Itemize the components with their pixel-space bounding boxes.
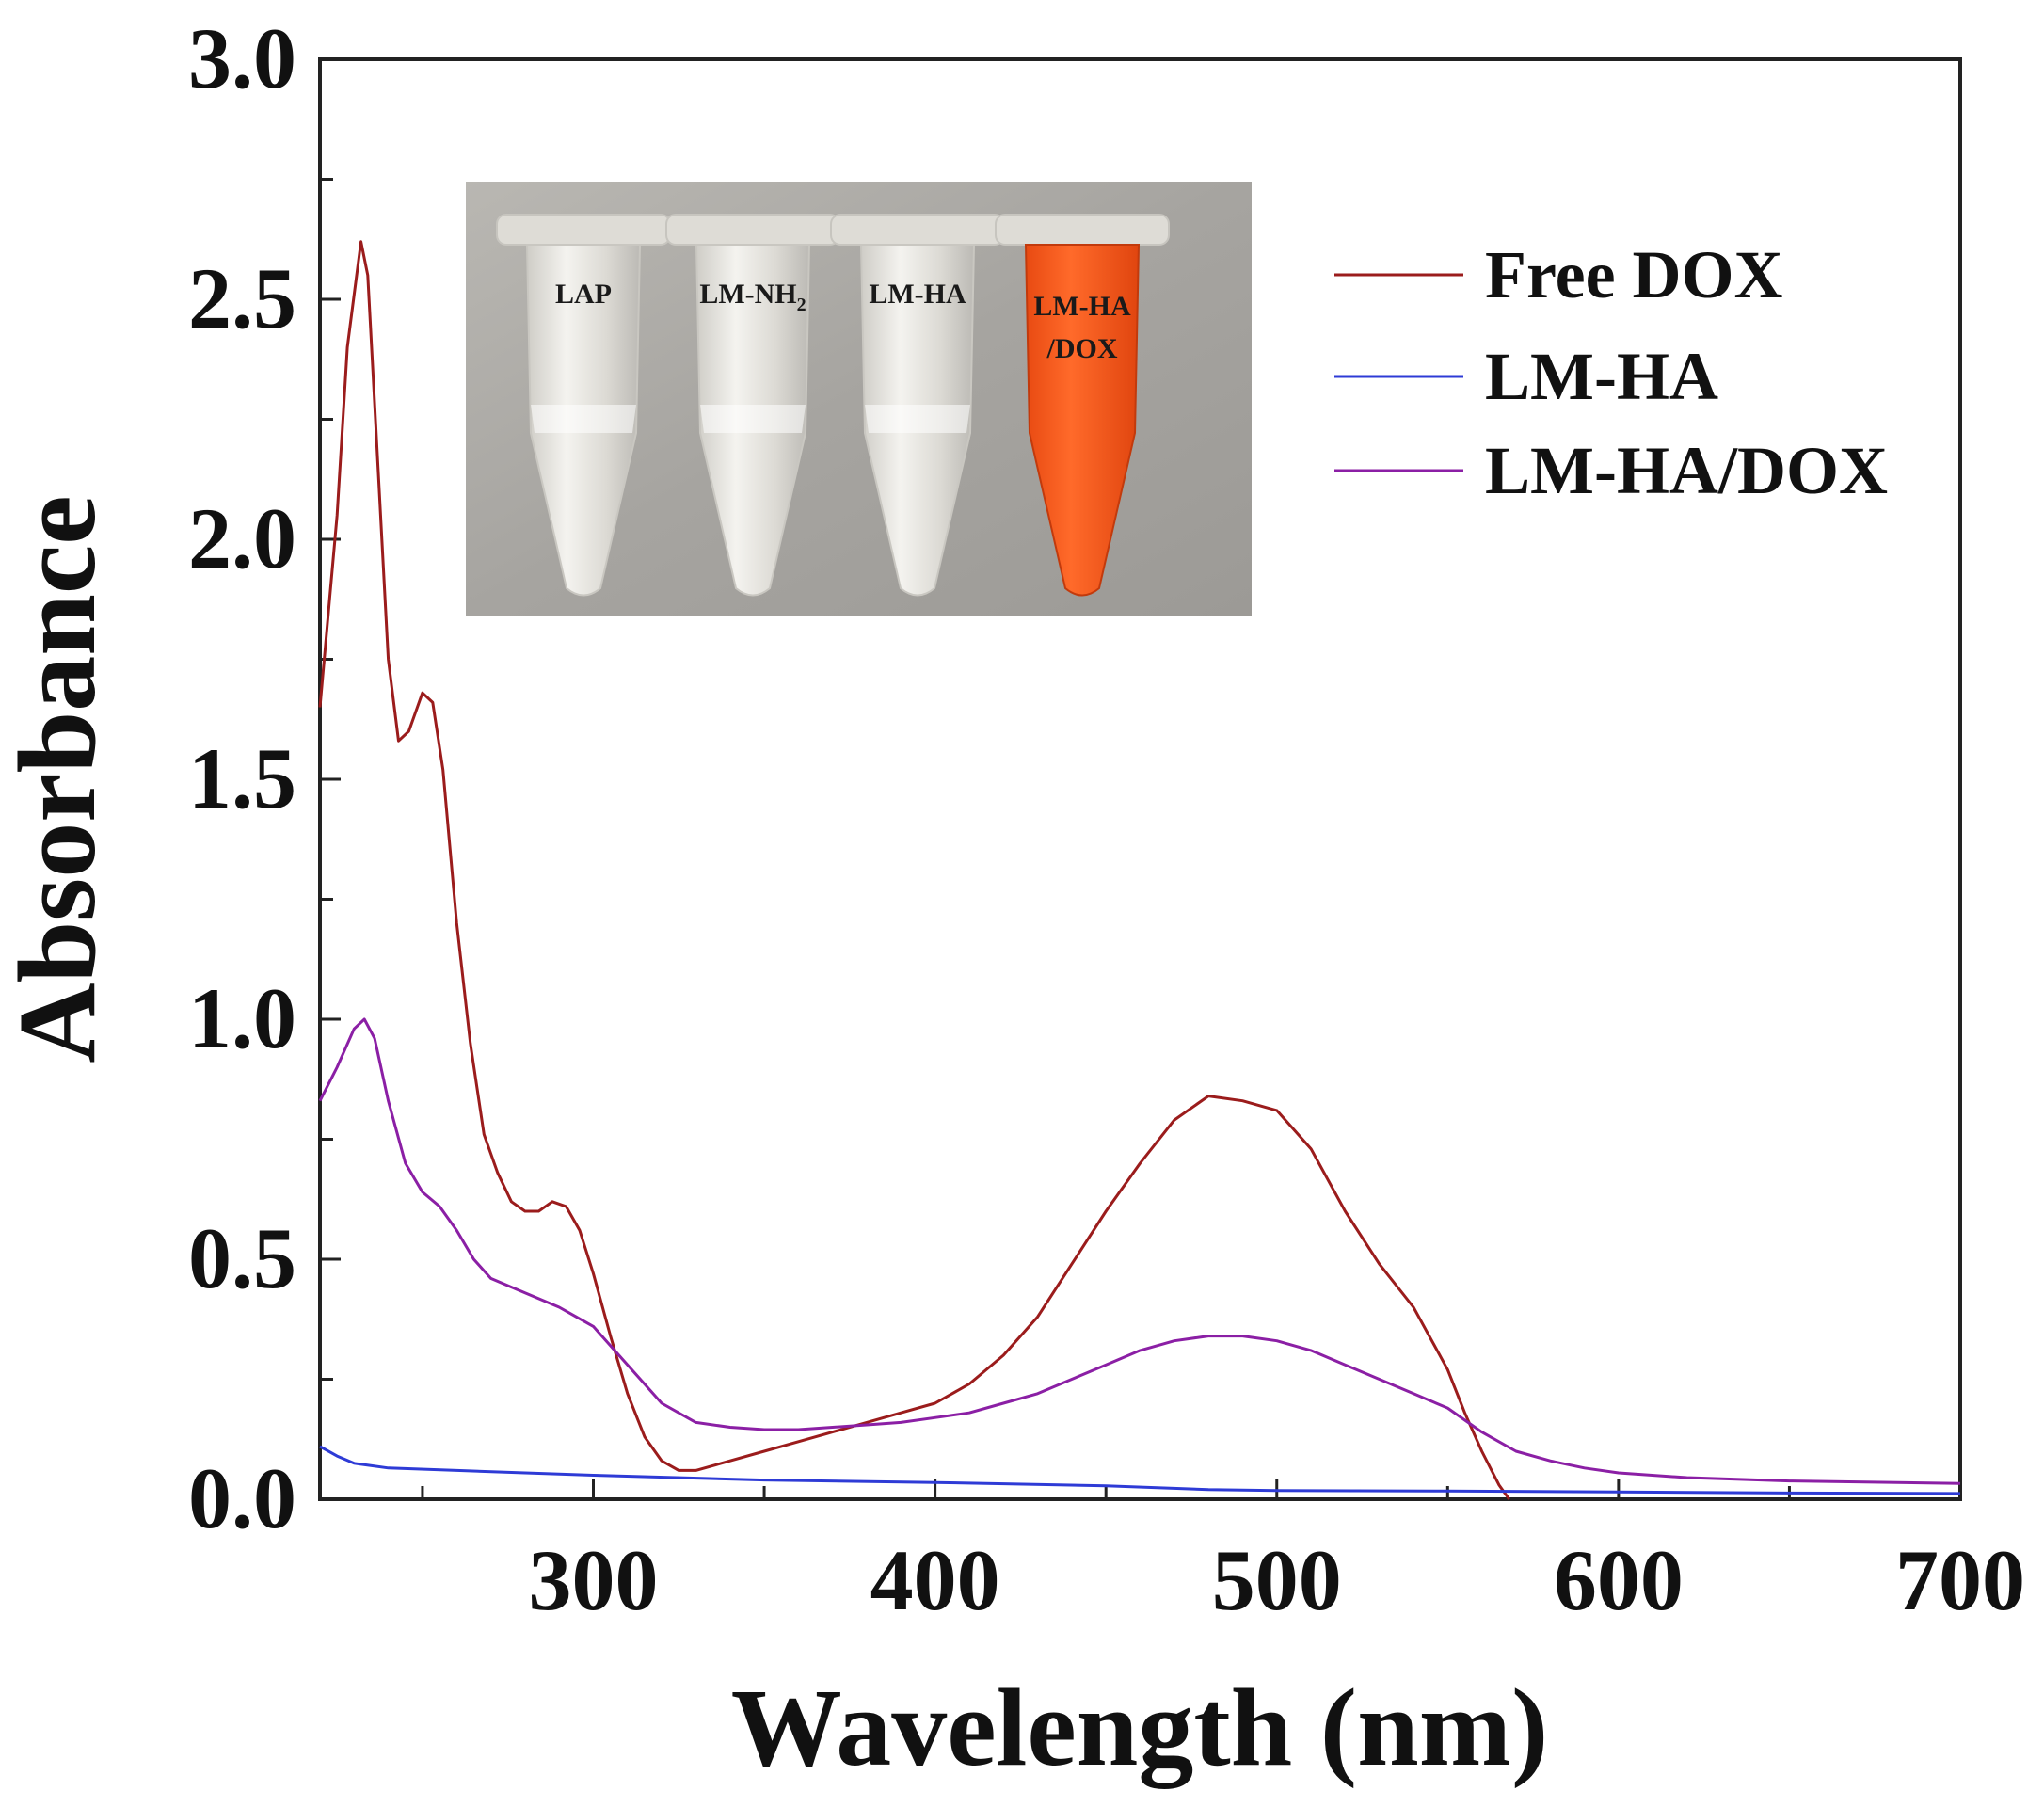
tube-3: LM-HA (830, 214, 1005, 597)
tube-cap (830, 214, 1005, 246)
tube-label-subscript: 2 (797, 295, 806, 315)
y-axis-title: Absorbance (0, 495, 119, 1063)
legend-label-lm-ha-dox: LM-HA/DOX (1485, 433, 1888, 508)
y-tick-label: 1.5 (188, 730, 296, 826)
tube-meniscus (531, 405, 636, 433)
series-line-lm-ha (319, 1445, 1961, 1495)
tube-body (1024, 244, 1141, 597)
legend-label-free-dox: Free DOX (1485, 237, 1783, 312)
tube-label: LM-HA (1033, 291, 1131, 322)
y-tick-label: 3.0 (188, 10, 296, 106)
legend: Free DOX LM-HA LM-HA/DOX (1334, 237, 1888, 508)
x-tick-label: 700 (1895, 1532, 2025, 1628)
tube-1: LAP (496, 214, 671, 597)
tube-meniscus (865, 405, 970, 433)
y-tick-label: 1.0 (188, 970, 296, 1066)
tube-cap (665, 214, 840, 246)
y-tick-label: 0.0 (188, 1450, 296, 1546)
legend-label-lm-ha: LM-HA (1485, 339, 1718, 414)
y-tick-label: 2.5 (188, 250, 296, 346)
x-tick-label: 500 (1212, 1532, 1342, 1628)
series-lines (318, 240, 1961, 1500)
tube-meniscus (700, 405, 806, 433)
x-tick-label: 400 (870, 1532, 1000, 1628)
y-tick-label: 0.5 (188, 1210, 296, 1306)
tube-2: LM-NH2 (665, 214, 840, 597)
series-line-free-dox (318, 240, 1510, 1500)
tube-label: LM-HA (869, 279, 966, 310)
tube-4: LM-HA/DOX (995, 214, 1170, 597)
inset-photo-tubes: LAP LM-NH2 LM-HA LM-HA/DOX (466, 182, 1252, 616)
tube-cap (496, 214, 671, 246)
x-axis-title: Wavelength (nm) (731, 1666, 1549, 1789)
tube-label-line2: /DOX (1046, 333, 1118, 364)
tube-label: LAP (555, 279, 612, 310)
series-line-lm-ha-dox (318, 1017, 1961, 1485)
tube-cap (995, 214, 1170, 246)
y-axis-ticks: 0.0 0.5 1.0 1.5 2.0 2.5 3.0 (188, 10, 341, 1546)
tube-label: LM-NH2 (699, 279, 806, 315)
y-tick-label: 2.0 (188, 490, 296, 586)
x-tick-label: 600 (1554, 1532, 1684, 1628)
x-tick-label: 300 (529, 1532, 659, 1628)
